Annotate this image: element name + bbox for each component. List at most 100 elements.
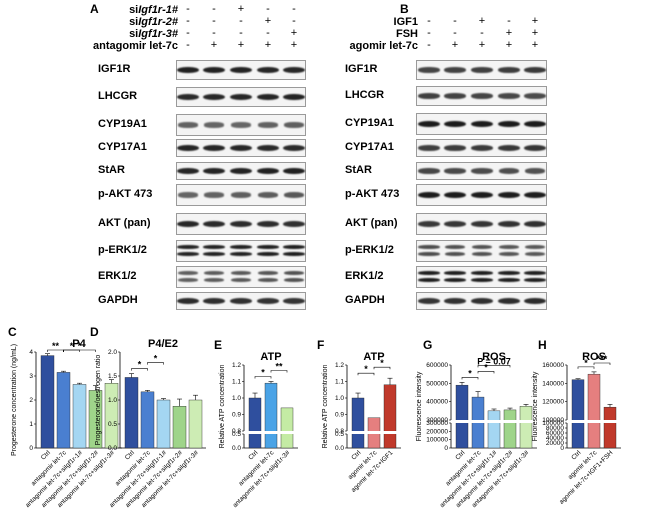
significance-label: **	[275, 362, 283, 372]
blot-band	[176, 251, 200, 256]
significance-bracket	[477, 371, 495, 374]
blot-band	[202, 220, 226, 228]
x-tick-label: Ctrl	[350, 449, 362, 461]
chart-title: P4	[72, 338, 86, 350]
condition-label: siIgf1r-1#	[129, 4, 178, 16]
blot-band	[177, 277, 199, 282]
y-tick-label: 0.0	[108, 445, 117, 452]
y-tick-label: 0.8	[335, 428, 344, 435]
y-tick-label: 140000	[542, 380, 564, 387]
bar	[264, 382, 278, 449]
y-tick-label: 1.1	[232, 379, 241, 386]
condition-prefix: si	[129, 16, 139, 28]
protein-label: AKT (pan)	[345, 217, 398, 229]
blot-band	[230, 270, 252, 275]
blot-band	[523, 120, 547, 128]
significance-bracket	[270, 370, 288, 373]
y-tick-label: 1.0	[335, 395, 344, 402]
y-tick-label: 1.5	[108, 373, 117, 380]
blot-band	[257, 192, 279, 198]
blot-band	[203, 122, 225, 128]
blot-band	[524, 66, 546, 74]
blot-band	[177, 122, 199, 128]
blot-band	[497, 120, 521, 128]
significance-bracket	[63, 349, 96, 352]
blot-band	[256, 220, 280, 228]
blot-band	[256, 297, 280, 305]
blot-band	[497, 277, 521, 282]
blot-band	[282, 144, 306, 152]
blot-band	[418, 251, 440, 256]
blot-band	[470, 120, 494, 128]
blot-band	[498, 251, 520, 256]
y-tick-label: 1.0	[232, 395, 241, 402]
bar	[383, 384, 397, 449]
y-tick-label: 500000	[426, 380, 448, 387]
condition-sign: +	[451, 39, 459, 51]
condition-sign: -	[453, 27, 457, 39]
significance-bracket	[357, 372, 375, 376]
blot-band	[229, 297, 253, 305]
condition-sign: +	[531, 15, 539, 27]
y-tick-label: 20000	[546, 440, 564, 447]
significance-label: *	[138, 360, 142, 370]
y-axis-label: Fluorescence intensity	[416, 371, 423, 441]
blot-band	[202, 251, 226, 256]
bar	[140, 391, 155, 449]
y-tick-label: 2	[29, 397, 33, 404]
blot-band	[202, 167, 226, 175]
y-tick-label: 0.5	[232, 431, 241, 438]
significance-label: *	[154, 354, 158, 364]
blot-band	[497, 191, 521, 199]
condition-sign: -	[266, 27, 270, 39]
blot-band	[523, 270, 547, 275]
bar	[56, 372, 71, 449]
y-tick-label: 0	[560, 445, 564, 452]
bar	[351, 397, 365, 449]
protein-label: CYP19A1	[98, 118, 147, 130]
condition-sign: -	[427, 15, 431, 27]
blot-band	[202, 297, 226, 305]
x-tick-label: Ctrl	[124, 449, 136, 461]
blot-band	[444, 144, 466, 152]
blot-band	[202, 144, 226, 152]
panel-letter: C	[8, 325, 17, 339]
y-tick-label: 60000	[546, 430, 564, 437]
y-tick-label: 400000	[426, 399, 448, 406]
blot-band	[229, 251, 253, 256]
bar	[40, 355, 55, 449]
condition-label: IGF1	[393, 16, 418, 28]
y-tick-label: 0.0	[232, 445, 241, 452]
blot-band	[523, 297, 547, 305]
y-tick-label: 300000	[426, 417, 448, 424]
y-tick-label: 0.9	[335, 412, 344, 419]
y-tick-label: 80000	[546, 425, 564, 432]
condition-label: FSH	[396, 28, 418, 40]
condition-sign: +	[210, 39, 218, 51]
blot-band	[176, 167, 200, 175]
condition-sign: -	[266, 3, 270, 15]
condition-sign: +	[531, 27, 539, 39]
blot-band	[176, 297, 200, 305]
protein-label: ERK1/2	[98, 270, 137, 282]
blot-band	[203, 270, 225, 275]
x-tick-label: Ctrl	[570, 449, 582, 461]
bar	[188, 399, 203, 449]
protein-label: GAPDH	[98, 294, 138, 306]
bar	[603, 406, 617, 449]
protein-label: IGF1R	[345, 63, 378, 75]
bar	[72, 384, 87, 449]
blot-band	[523, 191, 547, 199]
condition-sign: -	[427, 27, 431, 39]
y-tick-label: 1.1	[335, 379, 344, 386]
axis-break	[568, 420, 622, 423]
blot-band	[176, 144, 200, 152]
y-tick-label: 0.8	[232, 428, 241, 435]
protein-label: CYP17A1	[345, 141, 394, 153]
blot-band	[444, 220, 466, 228]
condition-label: antagomir let-7c	[93, 40, 178, 52]
significance-label: *	[380, 358, 384, 368]
blot-band	[283, 277, 305, 282]
blot-band	[282, 297, 305, 305]
blot-band	[256, 66, 280, 74]
